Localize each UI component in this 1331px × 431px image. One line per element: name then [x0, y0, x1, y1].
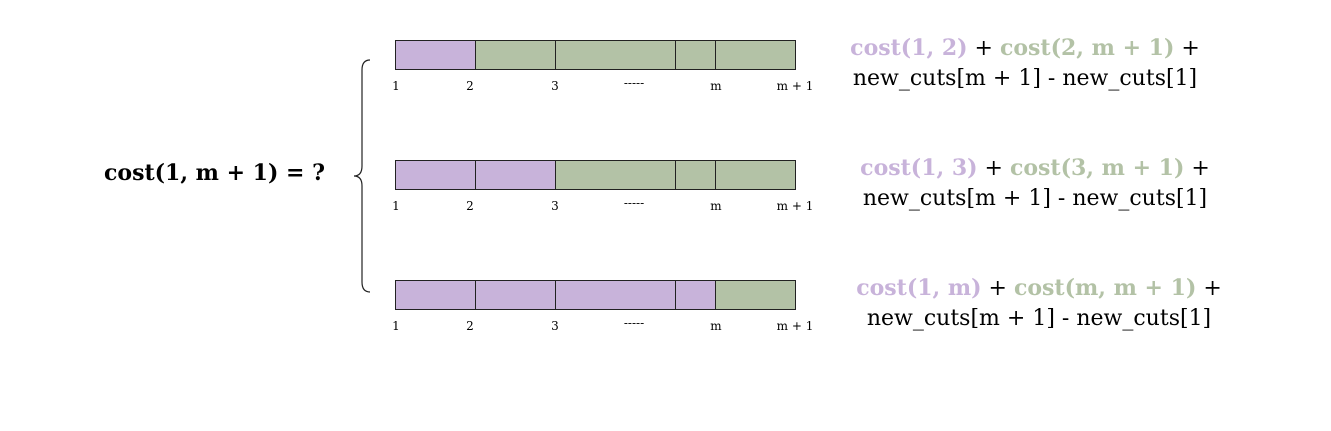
plus-sign: + [1196, 276, 1222, 301]
formula-line-2: new_cuts[m + 1] - new_cuts[1] [866, 306, 1212, 331]
cost-formula: cost(1, 2) + cost(2, m + 1) + new_cuts[m … [850, 33, 1200, 94]
cost-formula: cost(1, 3) + cost(3, m + 1) + new_cuts[m … [860, 153, 1210, 214]
right-cost: cost(2, m + 1) [999, 35, 1175, 61]
segment-bar [395, 280, 796, 310]
left-segment [475, 280, 556, 310]
tick-label: 3 [551, 79, 559, 93]
tick-label: 1 [392, 199, 400, 213]
tick-label: 1 [392, 319, 400, 333]
cost-formula: cost(1, m) + cost(m, m + 1) + new_cuts[m … [856, 273, 1222, 334]
left-cost: cost(1, 2) [850, 35, 968, 61]
plus-sign: + [977, 156, 1010, 181]
tick-label: m [710, 319, 722, 333]
left-cost: cost(1, m) [856, 275, 982, 301]
curly-brace [353, 59, 371, 293]
formula-line-2: new_cuts[m + 1] - new_cuts[1] [862, 186, 1208, 211]
left-segment [395, 280, 476, 310]
plus-sign: + [981, 276, 1014, 301]
right-segment [555, 40, 676, 70]
tick-label: 2 [466, 199, 474, 213]
left-segment [395, 40, 476, 70]
tick-label: 3 [551, 319, 559, 333]
left-segment [675, 280, 716, 310]
tick-label: m [710, 79, 722, 93]
tick-label: m + 1 [776, 199, 814, 213]
tick-label: 3 [551, 199, 559, 213]
left-segment [555, 280, 676, 310]
formula-line-2: new_cuts[m + 1] - new_cuts[1] [852, 66, 1198, 91]
segment-bar [395, 40, 796, 70]
plus-sign: + [1184, 156, 1210, 181]
left-segment [475, 160, 556, 190]
tick-label: 2 [466, 79, 474, 93]
right-segment [555, 160, 676, 190]
right-cost: cost(3, m + 1) [1009, 155, 1185, 181]
tick-label: ----- [623, 316, 645, 330]
tick-label: m + 1 [776, 79, 814, 93]
formula-line-1: cost(1, 2) + cost(2, m + 1) + [850, 33, 1200, 64]
right-segment [715, 40, 796, 70]
formula-line-1: cost(1, m) + cost(m, m + 1) + [856, 273, 1222, 304]
left-segment [395, 160, 476, 190]
tick-label: ----- [623, 76, 645, 90]
formula-line-1: cost(1, 3) + cost(3, m + 1) + [860, 153, 1210, 184]
tick-label: ----- [623, 196, 645, 210]
right-segment [475, 40, 556, 70]
right-segment [675, 160, 716, 190]
right-segment [715, 280, 796, 310]
plus-sign: + [1174, 36, 1200, 61]
tick-label: m + 1 [776, 319, 814, 333]
right-segment [715, 160, 796, 190]
tick-label: 1 [392, 79, 400, 93]
tick-label: 2 [466, 319, 474, 333]
right-segment [675, 40, 716, 70]
main-question: cost(1, m + 1) = ? [104, 160, 326, 186]
plus-sign: + [967, 36, 1000, 61]
segment-bar [395, 160, 796, 190]
left-cost: cost(1, 3) [860, 155, 978, 181]
tick-label: m [710, 199, 722, 213]
right-cost: cost(m, m + 1) [1013, 275, 1197, 301]
